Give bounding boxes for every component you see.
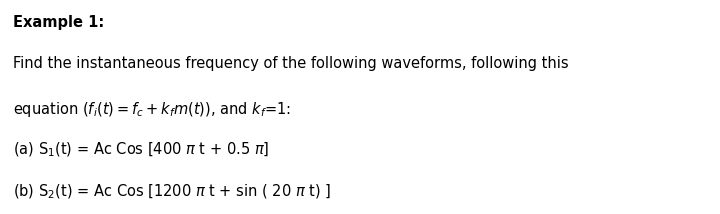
Text: Find the instantaneous frequency of the following waveforms, following this: Find the instantaneous frequency of the … bbox=[13, 56, 569, 71]
Text: (b) S$_2$(t) = Ac Cos [1200 $\pi$ t + sin ( 20 $\pi$ t) ]: (b) S$_2$(t) = Ac Cos [1200 $\pi$ t + si… bbox=[13, 183, 331, 201]
Text: (a) S$_1$(t) = Ac Cos [400 $\pi$ t + 0.5 $\pi$]: (a) S$_1$(t) = Ac Cos [400 $\pi$ t + 0.5… bbox=[13, 140, 269, 159]
Text: Example 1:: Example 1: bbox=[13, 15, 104, 30]
Text: equation ($f_i(t) = f_c + k_f m(t)$), and $k_f$=1:: equation ($f_i(t) = f_c + k_f m(t)$), an… bbox=[13, 100, 291, 119]
